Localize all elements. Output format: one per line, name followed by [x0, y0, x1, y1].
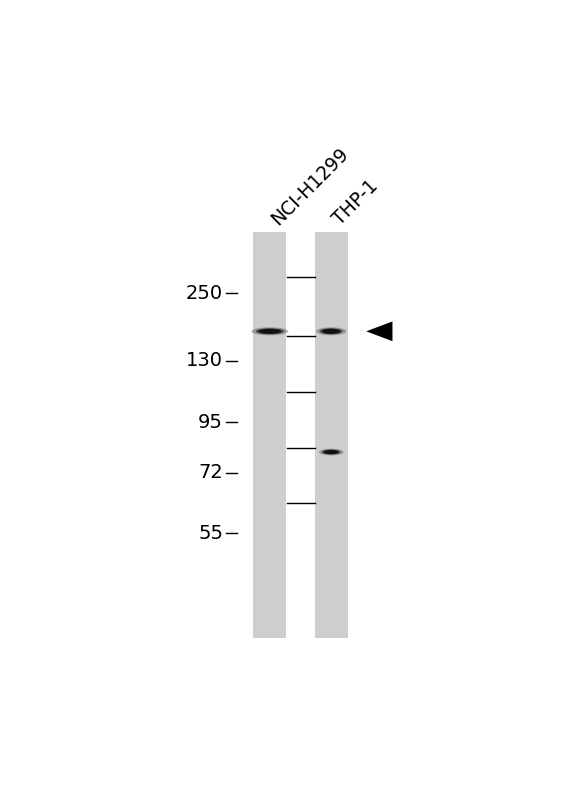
Text: NCI-H1299: NCI-H1299 — [268, 144, 353, 229]
Text: 55: 55 — [198, 524, 223, 543]
Ellipse shape — [324, 450, 339, 454]
Ellipse shape — [322, 450, 340, 454]
Polygon shape — [366, 322, 393, 341]
Text: 250: 250 — [186, 284, 223, 302]
Text: 130: 130 — [186, 351, 223, 370]
Text: THP-1: THP-1 — [329, 176, 381, 229]
Text: 95: 95 — [198, 413, 223, 432]
Ellipse shape — [326, 450, 337, 454]
Ellipse shape — [320, 328, 342, 334]
Ellipse shape — [324, 330, 338, 333]
Bar — [254, 231, 286, 638]
Ellipse shape — [251, 327, 288, 335]
Bar — [315, 231, 347, 638]
Ellipse shape — [316, 327, 346, 335]
Ellipse shape — [319, 449, 344, 455]
Ellipse shape — [256, 328, 284, 334]
Ellipse shape — [321, 329, 341, 334]
Ellipse shape — [258, 329, 281, 334]
Ellipse shape — [262, 330, 278, 333]
Text: 72: 72 — [198, 463, 223, 482]
